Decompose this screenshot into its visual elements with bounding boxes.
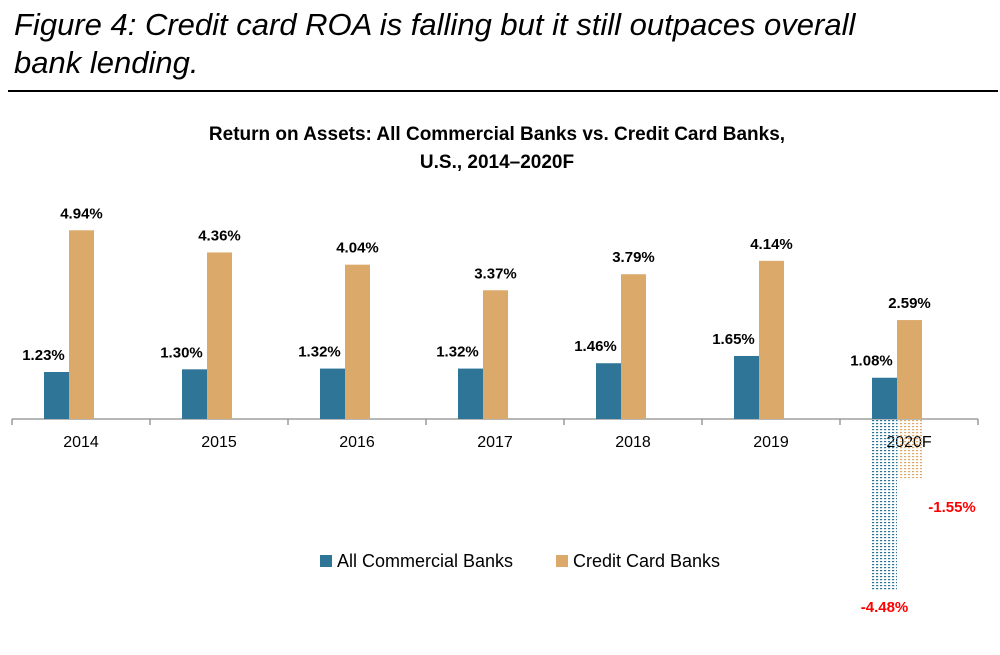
chart-title: Return on Assets: All Commercial Banks v… [209,124,785,145]
data-label-all-commercial-banks-2020f: 1.08% [850,353,893,370]
bar-all-commercial-banks-2016 [320,368,345,419]
data-label-all-commercial-banks-2019: 1.65% [712,331,755,348]
legend-swatch-credit-card-banks [556,555,568,567]
bar-credit-card-banks-2017 [483,290,508,419]
bar-all-commercial-banks-2017 [458,368,483,419]
x-tick-label-2018: 2018 [615,434,651,451]
chart-subtitle: U.S., 2014–2020F [420,152,574,173]
bar-credit-card-banks-2016 [345,264,370,419]
x-tick-label-2015: 2015 [201,434,237,451]
data-label-credit-card-banks-2019: 4.14% [750,236,793,253]
x-tick-label-2014: 2014 [63,434,99,451]
data-label-credit-card-banks-2015: 4.36% [198,227,241,244]
data-label-all-commercial-banks-2018: 1.46% [574,338,617,355]
data-label-all-commercial-banks-2014: 1.23% [22,347,65,364]
legend-label-all-commercial-banks: All Commercial Banks [337,551,513,571]
bar-credit-card-banks-2019 [759,260,784,419]
figure-title-line-1: Figure 4: Credit card ROA is falling but… [14,7,856,42]
legend-label-credit-card-banks: Credit Card Banks [573,551,720,571]
data-label-credit-card-banks-2014: 4.94% [60,205,103,222]
bar-scenario-all-commercial-banks-2020f [872,419,897,591]
bar-credit-card-banks-2014 [69,230,94,419]
bar-all-commercial-banks-2014 [44,372,69,419]
plot-area: 2014201520162017201820192020F1.23%1.30%1… [11,205,979,616]
bar-scenario-credit-card-banks-2020f [897,419,922,479]
x-tick-label-2016: 2016 [339,434,375,451]
title-divider [8,90,998,92]
data-label-all-commercial-banks-2017: 1.32% [436,344,479,361]
data-label-credit-card-banks-2017: 3.37% [474,265,517,282]
figure-title: Figure 4: Credit card ROA is falling but… [14,6,974,82]
x-tick-label-2017: 2017 [477,434,513,451]
x-tick-label-2019: 2019 [753,434,789,451]
data-label-scenario-credit-card-banks: -1.55% [928,499,976,516]
bar-all-commercial-banks-2019 [734,355,759,419]
figure-title-line-2: bank lending. [14,45,199,80]
bar-all-commercial-banks-2018 [596,363,621,419]
bar-all-commercial-banks-2020f [872,377,897,419]
data-label-credit-card-banks-2020f: 2.59% [888,295,931,312]
bar-credit-card-banks-2015 [207,252,232,419]
chart-legend: All Commercial Banks Credit Card Banks [320,551,720,571]
data-label-all-commercial-banks-2016: 1.32% [298,344,341,361]
data-label-all-commercial-banks-2015: 1.30% [160,344,203,361]
data-label-scenario-all-commercial-banks: -4.48% [861,599,909,616]
bar-credit-card-banks-2018 [621,274,646,419]
data-label-credit-card-banks-2016: 4.04% [336,240,379,257]
bar-all-commercial-banks-2015 [182,369,207,419]
data-label-credit-card-banks-2018: 3.79% [612,249,655,266]
bar-credit-card-banks-2020f [897,320,922,419]
legend-swatch-all-commercial-banks [320,555,332,567]
